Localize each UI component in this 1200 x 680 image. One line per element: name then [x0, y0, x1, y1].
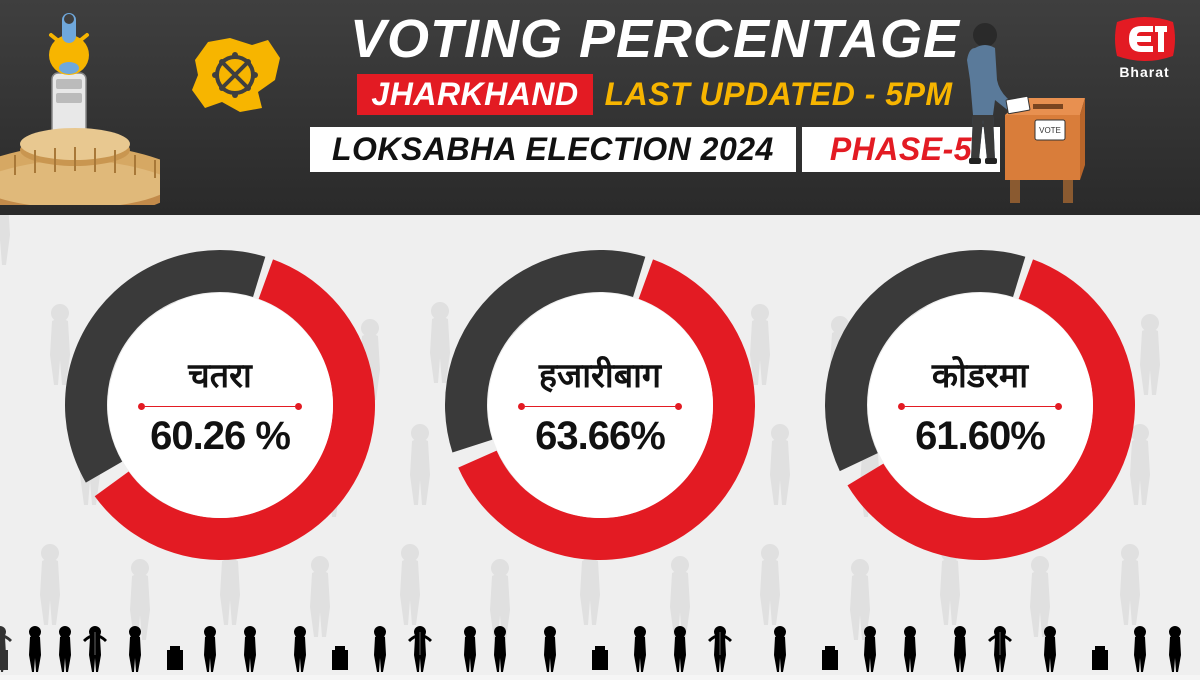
state-badge: JHARKHAND [357, 74, 592, 115]
election-badge: LOKSABHA ELECTION 2024 [310, 127, 796, 172]
constituency-value: 60.26 % [150, 414, 290, 459]
chart-body: चतरा 60.26 % हजारीबाग 63.66% कोडरमा 61.60% [0, 215, 1200, 675]
page-root: VOTE Bharat VOTING PERCENTAGE JHARKHAND … [0, 0, 1200, 675]
footer-silhouette [0, 620, 1200, 675]
updated-label: LAST UPDATED - 5PM [605, 76, 953, 113]
divider [898, 403, 1062, 410]
donut-center-2: कोडरमा 61.60% [868, 293, 1093, 518]
logo-brand-text: Bharat [1119, 64, 1169, 80]
donut-1: हजारीबाग 63.66% [445, 250, 755, 560]
constituency-value: 61.60% [915, 414, 1045, 459]
header-bar: VOTE Bharat VOTING PERCENTAGE JHARKHAND … [0, 0, 1200, 215]
donut-center-0: चतरा 60.26 % [108, 293, 333, 518]
constituency-name: हजारीबाग [539, 351, 661, 397]
voter-illustration: VOTE [955, 20, 1085, 205]
constituency-name: चतरा [188, 351, 252, 397]
channel-logo: Bharat [1107, 12, 1182, 87]
state-map-icon [180, 30, 290, 125]
header-sub-row: JHARKHAND LAST UPDATED - 5PM [357, 74, 952, 115]
donut-center-1: हजारीबाग 63.66% [488, 293, 713, 518]
divider [518, 403, 682, 410]
header-info-row: LOKSABHA ELECTION 2024 PHASE-5 [310, 127, 1000, 172]
page-title: VOTING PERCENTAGE [350, 12, 960, 66]
etv-logo-icon [1111, 12, 1179, 66]
svg-text:VOTE: VOTE [1039, 126, 1061, 135]
donut-0: चतरा 60.26 % [65, 250, 375, 560]
divider [138, 403, 302, 410]
parliament-illustration [0, 5, 160, 205]
constituency-value: 63.66% [535, 414, 665, 459]
constituency-name: कोडरमा [932, 351, 1028, 397]
donut-2: कोडरमा 61.60% [825, 250, 1135, 560]
